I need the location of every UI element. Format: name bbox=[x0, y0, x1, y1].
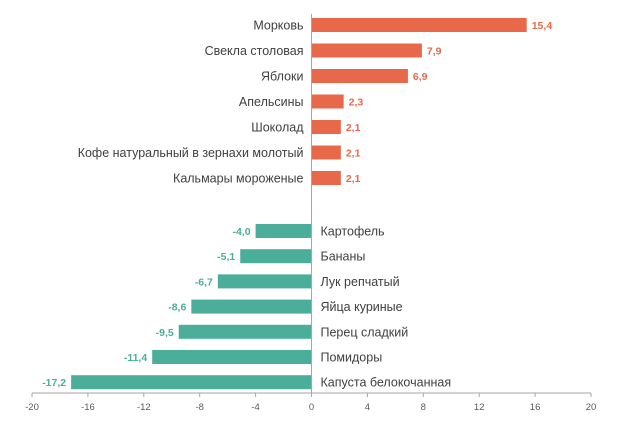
x-tick-label-2: -16 bbox=[81, 402, 95, 413]
bar-6 bbox=[311, 145, 341, 160]
bar-7 bbox=[311, 171, 341, 185]
category-labels-group: Морковь Свекла столовая Яблоки Апельсины Шок… bbox=[78, 19, 451, 390]
category-label-13: Помидоры bbox=[321, 351, 383, 365]
value-label-4: 2,3 bbox=[349, 97, 364, 109]
category-label-11: Яйца куриные bbox=[321, 300, 403, 314]
value-label-1: 15,4 bbox=[532, 20, 553, 32]
category-label-8: Картофель bbox=[321, 225, 385, 239]
bar-1 bbox=[311, 18, 527, 32]
value-label-10: -6,7 bbox=[195, 276, 213, 288]
x-tick-label-9: 12 bbox=[474, 402, 485, 413]
value-label-6: 2,1 bbox=[346, 148, 361, 160]
value-label-3: 6,9 bbox=[413, 71, 428, 83]
bars-group bbox=[71, 18, 527, 390]
value-label-9: -5,1 bbox=[217, 251, 235, 263]
x-tick-label-10: 16 bbox=[530, 402, 541, 413]
value-labels-group: 15,4 7,9 6,9 2,3 2,1 2,1 2,1 -4,0 -5,1 -6,7 -8,6 -9… bbox=[42, 20, 552, 389]
category-label-9: Бананы bbox=[321, 250, 366, 264]
x-tick-label-11: 20 bbox=[586, 402, 597, 413]
value-label-11: -8,6 bbox=[168, 302, 186, 314]
category-label-4: Апельсины bbox=[239, 95, 304, 109]
x-tick-label-6: 0 bbox=[309, 402, 314, 413]
bar-13 bbox=[152, 350, 312, 364]
value-label-13: -11,4 bbox=[124, 352, 148, 364]
bar-3 bbox=[311, 69, 408, 83]
bar-11 bbox=[191, 299, 312, 314]
value-label-7: 2,1 bbox=[346, 173, 361, 185]
value-label-12: -9,5 bbox=[156, 327, 174, 339]
category-label-10: Лук репчатый bbox=[321, 275, 400, 289]
category-label-1: Морковь bbox=[253, 19, 303, 33]
x-tick-label-8: 8 bbox=[421, 402, 426, 413]
x-tick-label-3: -12 bbox=[137, 402, 151, 413]
category-label-3: Яблоки bbox=[261, 70, 303, 84]
bar-4 bbox=[311, 94, 344, 109]
value-label-5: 2,1 bbox=[346, 122, 361, 134]
bar-5 bbox=[311, 120, 341, 134]
x-tick-label-5: -4 bbox=[251, 402, 259, 413]
bar-12 bbox=[178, 324, 312, 339]
x-axis: -20 -16 -12 -8 -4 0 4 8 12 16 20 bbox=[25, 14, 596, 413]
category-label-6: Кофе натуральный в зернахи молотый bbox=[78, 146, 304, 160]
value-label-2: 7,9 bbox=[427, 46, 442, 58]
category-label-12: Перец сладкий bbox=[321, 325, 409, 339]
x-tick-label-7: 4 bbox=[365, 402, 370, 413]
category-label-5: Шоколад bbox=[251, 121, 304, 135]
category-label-14: Капуста белокочанная bbox=[321, 376, 452, 390]
bar-2 bbox=[311, 43, 422, 58]
bar-8 bbox=[255, 224, 312, 238]
value-label-8: -4,0 bbox=[233, 226, 251, 238]
x-tick-label-4: -8 bbox=[195, 402, 203, 413]
bar-14 bbox=[71, 375, 312, 390]
x-tick-label-1: -20 bbox=[25, 402, 39, 413]
bar-10 bbox=[217, 274, 312, 289]
category-label-7: Кальмары мороженые bbox=[173, 172, 304, 186]
bar-9 bbox=[240, 249, 312, 264]
category-label-2: Свекла столовая bbox=[205, 44, 304, 58]
value-label-14: -17,2 bbox=[42, 377, 66, 389]
